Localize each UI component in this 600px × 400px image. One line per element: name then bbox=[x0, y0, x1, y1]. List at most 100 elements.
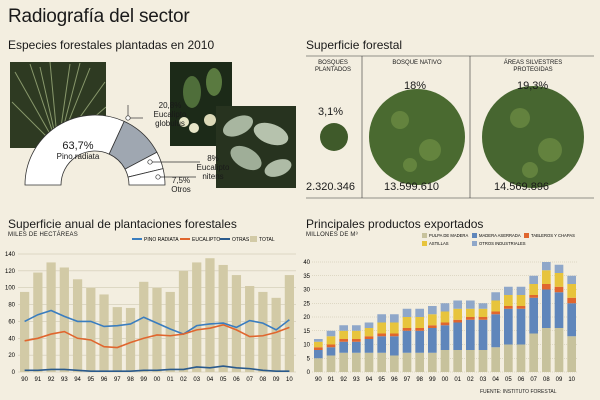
plant-bar-96 bbox=[99, 294, 109, 372]
donut-slice-0 bbox=[24, 114, 125, 186]
exp-bar-08-pulpa-de-madera bbox=[542, 328, 551, 372]
exp-bar-93-tableros-y-chapas bbox=[352, 339, 361, 342]
species-name-nitens: Eucalipto nitens bbox=[196, 163, 230, 181]
exp-bar-07-madera-aserrada bbox=[529, 297, 538, 334]
forest-circle-nativo bbox=[369, 89, 465, 185]
exp-bar-09-madera-aserrada bbox=[554, 292, 564, 328]
exp-bar-96-tableros-y-chapas bbox=[390, 333, 399, 337]
exp-bar-10-otros-industriales bbox=[567, 275, 576, 284]
plant-bar-98 bbox=[125, 307, 136, 372]
exp-bar-03-madera-aserrada bbox=[478, 319, 488, 350]
plant-bar-04 bbox=[205, 258, 215, 372]
exp-bar-05-pulpa-de-madera bbox=[504, 344, 513, 372]
donut-slice-3 bbox=[127, 168, 166, 186]
exp-bar-98-tableros-y-chapas bbox=[415, 328, 424, 331]
exp-bar-90-otros-industriales bbox=[314, 339, 323, 342]
exp-bar-01-madera-aserrada bbox=[453, 322, 462, 350]
exp-bar-06-pulpa-de-madera bbox=[516, 344, 526, 372]
plant-bar-00 bbox=[152, 287, 162, 372]
species-name-otros: Otros bbox=[171, 185, 191, 194]
plant-xtick-96: 96 bbox=[101, 377, 108, 383]
plant-xtick-92: 92 bbox=[48, 377, 55, 383]
species-pct-nitens: 8% bbox=[207, 154, 219, 163]
exp-xtick-02: 02 bbox=[467, 377, 474, 383]
plant-line-otras bbox=[24, 365, 290, 372]
exp-xtick-07: 07 bbox=[530, 377, 537, 383]
plant-xtick-98: 98 bbox=[127, 377, 134, 383]
exp-bar-94-tableros-y-chapas bbox=[364, 336, 374, 339]
exp-bar-01-pulpa-de-madera bbox=[453, 350, 462, 372]
forest-header-plantados: BOSQUES PLANTADOS bbox=[315, 60, 351, 73]
exp-bar-09-astillas bbox=[554, 273, 564, 287]
exp-bar-02-astillas bbox=[466, 308, 475, 317]
exp-bar-09-otros-industriales bbox=[554, 264, 564, 273]
exp-xtick-97: 97 bbox=[404, 377, 411, 383]
exp-bar-09-pulpa-de-madera bbox=[554, 328, 564, 372]
plant-bar-91 bbox=[33, 272, 43, 372]
plant-line-eucalipto bbox=[24, 323, 290, 349]
exp-legend-swatch-pulpa-de-madera bbox=[422, 233, 427, 238]
exp-bar-94-madera-aserrada bbox=[364, 339, 374, 353]
exp-bar-06-astillas bbox=[516, 295, 526, 306]
exp-bar-92-astillas bbox=[339, 330, 348, 339]
species-label-globulus: 20,8% Eucalipto globulus bbox=[146, 101, 194, 128]
exp-bar-04-astillas bbox=[491, 300, 500, 312]
plant-xtick-01: 01 bbox=[167, 377, 174, 383]
plant-xtick-93: 93 bbox=[61, 377, 68, 383]
eucalyptus-globulus-photo bbox=[170, 62, 232, 146]
species-half-donut bbox=[24, 105, 200, 186]
exp-bar-01-tableros-y-chapas bbox=[453, 319, 462, 323]
plant-bar-09 bbox=[271, 297, 281, 372]
exp-xtick-90: 90 bbox=[315, 377, 322, 383]
exp-bar-08-otros-industriales bbox=[542, 262, 551, 271]
forest-header-nativo: BOSQUE NATIVO bbox=[392, 60, 442, 66]
exp-bar-00-tableros-y-chapas bbox=[440, 322, 450, 326]
plant-xtick-05: 05 bbox=[220, 377, 227, 383]
exp-bar-06-tableros-y-chapas bbox=[516, 306, 526, 309]
exp-bar-00-astillas bbox=[440, 311, 450, 323]
exp-bar-97-astillas bbox=[402, 317, 412, 328]
exp-bar-96-pulpa-de-madera bbox=[390, 355, 399, 372]
plant-bar-05 bbox=[218, 264, 228, 372]
exp-bar-07-astillas bbox=[529, 284, 538, 295]
exp-bar-92-pulpa-de-madera bbox=[339, 352, 348, 372]
exp-xtick-91: 91 bbox=[328, 377, 335, 383]
species-label-pino: 63,7% Pino radiata bbox=[48, 140, 108, 161]
plant-bar-03 bbox=[192, 262, 202, 372]
exp-bar-04-tableros-y-chapas bbox=[491, 311, 500, 315]
plant-xtick-00: 00 bbox=[154, 377, 161, 383]
exp-bar-96-astillas bbox=[390, 322, 399, 334]
exp-bar-96-madera-aserrada bbox=[390, 336, 399, 356]
plant-bar-99 bbox=[139, 281, 149, 372]
exp-bar-90-madera-aserrada bbox=[314, 350, 323, 359]
exp-legend-swatch-otros-industriales bbox=[472, 241, 477, 246]
exp-ytick-35: 35 bbox=[303, 274, 310, 280]
plant-xtick-07: 07 bbox=[246, 377, 253, 383]
species-pct-globulus: 20,8% bbox=[158, 101, 182, 110]
exp-legend-astillas: ASTILLAS bbox=[429, 241, 449, 246]
exp-bar-09-tableros-y-chapas bbox=[554, 286, 564, 293]
plant-xtick-02: 02 bbox=[180, 377, 187, 383]
plant-ytick-80: 80 bbox=[8, 303, 15, 309]
exp-bar-10-pulpa-de-madera bbox=[567, 336, 576, 372]
plant-legend-total: TOTAL bbox=[259, 237, 275, 243]
page-title: Radiografía del sector bbox=[8, 6, 190, 27]
exp-xtick-99: 99 bbox=[429, 377, 436, 383]
forest-pct-protegidas: 19,3% bbox=[517, 80, 549, 92]
exp-bar-97-otros-industriales bbox=[402, 308, 412, 317]
exp-bar-03-pulpa-de-madera bbox=[478, 350, 488, 372]
exp-bar-94-pulpa-de-madera bbox=[364, 352, 374, 372]
exp-bar-08-tableros-y-chapas bbox=[542, 284, 551, 290]
exp-bar-99-astillas bbox=[428, 314, 437, 326]
exp-bar-01-otros-industriales bbox=[453, 300, 462, 309]
plant-bar-01 bbox=[165, 291, 175, 372]
exp-bar-93-otros-industriales bbox=[352, 325, 361, 331]
exp-xtick-05: 05 bbox=[505, 377, 512, 383]
plant-xtick-95: 95 bbox=[87, 377, 94, 383]
plant-legend-eucalipto: EUCALIPTO bbox=[192, 237, 220, 243]
exp-bar-05-astillas bbox=[504, 295, 513, 306]
exp-xtick-00: 00 bbox=[442, 377, 449, 383]
exp-xtick-94: 94 bbox=[366, 377, 373, 383]
exp-bar-91-tableros-y-chapas bbox=[326, 344, 336, 348]
exp-xtick-98: 98 bbox=[416, 377, 423, 383]
